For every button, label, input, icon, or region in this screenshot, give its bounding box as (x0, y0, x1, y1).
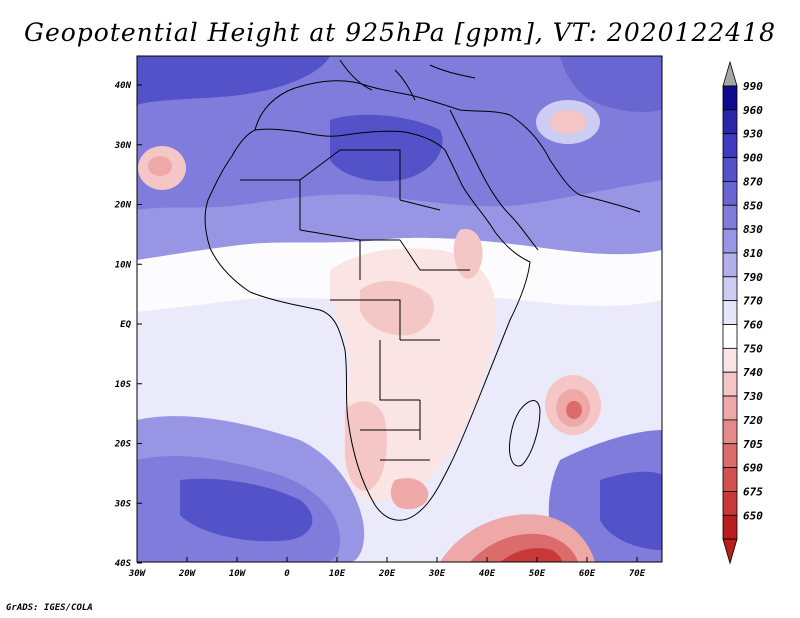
colorbar-swatch (722, 371, 738, 397)
colorbar-label: 930 (743, 128, 763, 141)
lat-label: 40N (115, 81, 132, 91)
coastlines (204, 59, 641, 521)
colorbar-swatch (722, 491, 738, 516)
plot-frame (136, 55, 663, 563)
lon-label: 10W (229, 569, 247, 579)
colorbar-label: 850 (743, 199, 763, 212)
colorbar-swatch (722, 180, 738, 206)
lat-label: 10N (115, 260, 132, 270)
longitude-axis: 30W 20W 10W 0 10E 20E 30E 40E 50E 60E 70E (128, 557, 646, 579)
latitude-axis: 40N 30N 20N 10N EQ 10S 20S 30S 40S (114, 81, 142, 569)
colorbar-label: 790 (743, 271, 763, 284)
lat-label: 10S (115, 380, 132, 390)
lon-label: 60E (579, 569, 596, 579)
lon-label: 40E (479, 569, 496, 579)
lon-label: 70E (629, 569, 646, 579)
colorbar-swatch (722, 276, 738, 302)
lon-label: 50E (529, 569, 546, 579)
lat-label: 30S (114, 499, 132, 509)
colorbar-label: 900 (743, 152, 763, 165)
colorbar-bottom-arrow (722, 538, 738, 565)
colorbar-label: 990 (743, 80, 763, 93)
colorbar-label: 675 (743, 485, 763, 498)
colorbar-label: 810 (743, 247, 763, 260)
map-title: Geopotential Height at 925hPa [gpm], VT:… (23, 18, 777, 47)
lon-label: 0 (284, 569, 290, 579)
colorbar-label: 705 (743, 438, 763, 451)
colorbar-label: 720 (743, 414, 763, 427)
colorbar-label: 870 (743, 175, 763, 188)
colorbar-label: 650 (743, 509, 763, 522)
colorbar-label: 740 (743, 366, 763, 379)
colorbar-label: 730 (743, 390, 763, 403)
colorbar-swatch (722, 300, 738, 325)
colorbar-swatch (722, 395, 738, 421)
colorbar-top-arrow (722, 60, 738, 87)
colorbar-swatch (722, 443, 738, 469)
colorbar-label: 690 (743, 462, 763, 475)
colorbar-swatch (722, 109, 738, 135)
colorbar-swatch (722, 419, 738, 445)
colorbar-label: 760 (743, 319, 763, 332)
colorbar-swatch (722, 204, 738, 230)
colorbar-swatch (722, 347, 738, 373)
lat-label: 30N (114, 141, 132, 151)
lon-label: 30E (428, 569, 446, 579)
lat-label: EQ (120, 320, 131, 330)
colorbar-label: 830 (743, 223, 763, 236)
lon-label: 10E (329, 569, 346, 579)
lat-label: 20N (114, 201, 132, 211)
colorbar-swatch (722, 85, 738, 111)
colorbar-swatch (722, 133, 738, 158)
colorbar-swatch (722, 252, 738, 278)
grads-credit: GrADS: IGES/COLA (6, 603, 93, 613)
colorbar-swatch (722, 324, 738, 349)
lat-label: 40S (115, 559, 132, 569)
lon-label: 20E (378, 569, 396, 579)
colorbar-swatch (722, 157, 738, 182)
colorbar: 990 960 930 900 870 850 830 810 790 770 760 750 740 7… (722, 60, 763, 565)
colorbar-label: 770 (743, 295, 763, 308)
lon-label: 20W (178, 569, 197, 579)
colorbar-swatch (722, 467, 738, 492)
colorbar-label: 960 (743, 104, 763, 117)
colorbar-label: 750 (743, 342, 763, 355)
lat-label: 20S (114, 440, 132, 450)
colorbar-swatch (722, 514, 738, 540)
colorbar-swatch (722, 228, 738, 254)
lon-label: 30W (128, 569, 147, 579)
